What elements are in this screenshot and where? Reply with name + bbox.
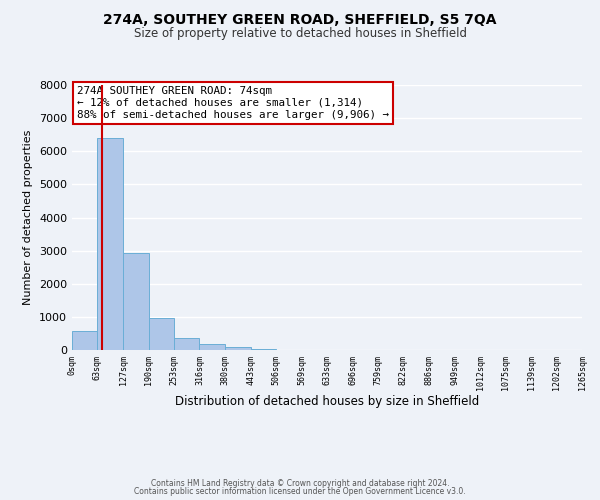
Bar	[225, 347, 251, 350]
Text: Size of property relative to detached houses in Sheffield: Size of property relative to detached ho…	[133, 28, 467, 40]
Bar	[149, 318, 174, 350]
Y-axis label: Number of detached properties: Number of detached properties	[23, 130, 34, 305]
Bar	[123, 254, 149, 350]
Text: Contains public sector information licensed under the Open Government Licence v3: Contains public sector information licen…	[134, 487, 466, 496]
Bar	[97, 138, 123, 350]
Text: Contains HM Land Registry data © Crown copyright and database right 2024.: Contains HM Land Registry data © Crown c…	[151, 478, 449, 488]
Bar	[174, 338, 199, 350]
Bar	[251, 348, 276, 350]
Bar	[72, 332, 97, 350]
Bar	[199, 344, 225, 350]
X-axis label: Distribution of detached houses by size in Sheffield: Distribution of detached houses by size …	[175, 396, 479, 408]
Text: 274A, SOUTHEY GREEN ROAD, SHEFFIELD, S5 7QA: 274A, SOUTHEY GREEN ROAD, SHEFFIELD, S5 …	[103, 12, 497, 26]
Text: 274A SOUTHEY GREEN ROAD: 74sqm
← 12% of detached houses are smaller (1,314)
88% : 274A SOUTHEY GREEN ROAD: 74sqm ← 12% of …	[77, 86, 389, 120]
